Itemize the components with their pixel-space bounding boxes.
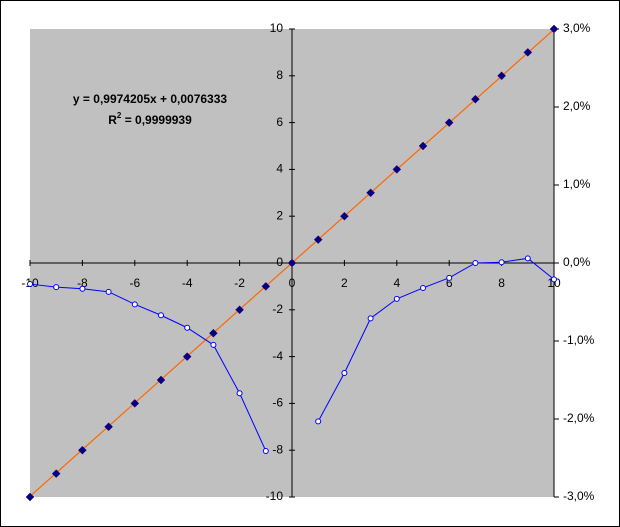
x-tick-label: -4 [182, 276, 193, 290]
data-point [184, 324, 191, 331]
y-tick-label: -6 [272, 396, 283, 410]
data-point [367, 315, 374, 322]
y2-tick-label: 0,0% [563, 255, 591, 269]
data-point [261, 282, 271, 291]
data-point [472, 260, 479, 266]
y-tick-label: -4 [272, 349, 283, 363]
data-point [340, 211, 349, 221]
data-point [156, 375, 166, 385]
data-point [315, 418, 322, 425]
series-line [29, 283, 267, 452]
x-tick-label: -2 [234, 276, 245, 290]
x-tick-label: 8 [498, 276, 505, 290]
data-point [27, 281, 33, 288]
series-line [317, 257, 555, 422]
data-point [341, 369, 348, 376]
data-point [444, 118, 454, 127]
data-point [551, 276, 557, 283]
data-point [418, 141, 428, 151]
data-point [262, 447, 269, 454]
data-point [420, 284, 426, 291]
x-tick-label: 0 [289, 276, 296, 290]
data-point [104, 422, 113, 432]
data-point [393, 295, 400, 302]
x-tick-label: 6 [446, 276, 453, 290]
data-point [25, 492, 35, 502]
trendline-equation: y = 0,9974205x + 0,0076333 [73, 92, 227, 106]
y-tick-label: 8 [276, 68, 283, 82]
data-point [79, 285, 86, 292]
data-point [313, 235, 323, 244]
y2-tick-label: -1,0% [563, 333, 595, 347]
x-tick-label: -6 [129, 276, 140, 290]
x-tick-label: 2 [341, 276, 348, 290]
y-tick-label: 2 [276, 208, 283, 222]
x-tick-label: 4 [393, 276, 400, 290]
r-squared-value: = 0,9999939 [121, 113, 192, 127]
data-point [549, 24, 559, 34]
data-point [446, 274, 453, 281]
data-point [524, 255, 531, 262]
data-point [131, 301, 138, 308]
data-point [497, 71, 506, 81]
data-point [105, 288, 112, 295]
data-point [236, 390, 243, 397]
data-point [235, 305, 244, 315]
y-tick-label: 0 [276, 255, 283, 269]
data-point [366, 188, 375, 198]
y2-tick-label: -3,0% [563, 489, 595, 503]
data-point [210, 341, 217, 348]
r-squared-label: R [108, 113, 117, 127]
y-tick-label: -10 [266, 489, 284, 503]
y2-tick-label: -2,0% [563, 411, 595, 425]
data-point [78, 445, 87, 455]
y2-tick-label: 1,0% [563, 177, 591, 191]
y2-tick-label: 2,0% [563, 99, 591, 113]
y2-tick-label: 3,0% [563, 21, 591, 35]
y-tick-label: 6 [276, 115, 283, 129]
x-tick-label: 10 [547, 276, 561, 290]
data-point [182, 352, 192, 361]
data-point [523, 48, 533, 57]
data-point [209, 328, 218, 338]
x-tick-label: -8 [77, 276, 88, 290]
data-point [158, 312, 164, 319]
data-point [53, 284, 60, 291]
y-tick-label: -8 [272, 442, 283, 456]
y-tick-label: 10 [270, 21, 284, 35]
y-tick-label: -2 [272, 302, 283, 316]
data-point [498, 259, 505, 266]
y-tick-label: 4 [276, 162, 283, 176]
r-squared: R2 = 0,9999939 [108, 111, 192, 127]
data-point [287, 258, 297, 268]
data-point [130, 399, 140, 408]
data-point [471, 94, 480, 104]
data-point [51, 469, 61, 478]
r-squared-sup: 2 [117, 111, 122, 120]
data-point [392, 165, 402, 174]
